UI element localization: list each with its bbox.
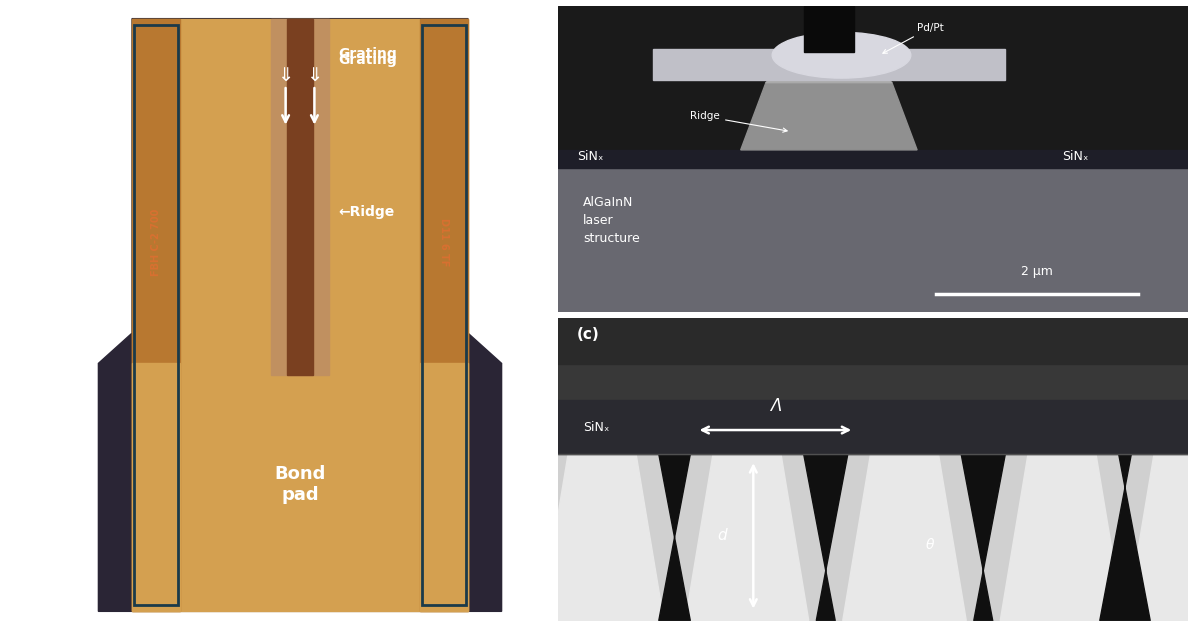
Text: SiNₓ: SiNₓ — [577, 149, 604, 163]
Ellipse shape — [773, 32, 911, 78]
Polygon shape — [974, 454, 1151, 621]
Text: SiNₓ: SiNₓ — [1062, 149, 1088, 163]
Polygon shape — [1127, 454, 1200, 621]
Text: FBH C-2 700: FBH C-2 700 — [151, 209, 161, 276]
Bar — [132, 19, 180, 611]
Text: Λ: Λ — [769, 397, 781, 415]
Polygon shape — [514, 454, 690, 621]
Text: Ridge: Ridge — [690, 112, 787, 132]
Text: Pd/Pt: Pd/Pt — [883, 23, 944, 54]
Text: (c): (c) — [577, 327, 600, 342]
Text: SiNₓ: SiNₓ — [583, 420, 610, 433]
Text: Grating: Grating — [338, 53, 397, 67]
Polygon shape — [842, 454, 966, 621]
Text: ⇓: ⇓ — [306, 66, 323, 85]
Polygon shape — [804, 454, 848, 621]
Polygon shape — [685, 454, 809, 621]
Polygon shape — [420, 364, 468, 611]
Polygon shape — [816, 454, 992, 621]
Polygon shape — [766, 71, 892, 83]
Polygon shape — [659, 454, 690, 621]
Bar — [558, 159, 1188, 312]
Polygon shape — [1099, 454, 1200, 621]
Text: Bond
pad: Bond pad — [275, 465, 325, 504]
Bar — [804, 6, 854, 52]
Text: θ: θ — [925, 538, 934, 552]
Bar — [287, 19, 313, 375]
Bar — [653, 49, 1006, 79]
Bar — [558, 318, 1188, 364]
Polygon shape — [132, 364, 180, 611]
Polygon shape — [98, 19, 502, 611]
Polygon shape — [1099, 454, 1151, 621]
Text: d: d — [716, 529, 727, 544]
Text: D11 6 TF: D11 6 TF — [439, 218, 449, 266]
Bar — [558, 400, 1188, 454]
Text: 2 μm: 2 μm — [1021, 265, 1052, 278]
Text: AlGaInN
laser
structure: AlGaInN laser structure — [583, 196, 640, 244]
Text: Grating: Grating — [338, 47, 397, 61]
Text: ←Ridge: ←Ridge — [338, 205, 395, 219]
Polygon shape — [740, 83, 917, 150]
Text: ⇓: ⇓ — [277, 66, 294, 85]
Bar — [271, 19, 329, 375]
Polygon shape — [1001, 454, 1123, 621]
Polygon shape — [132, 19, 468, 611]
Bar — [420, 19, 468, 611]
Polygon shape — [961, 454, 1006, 621]
Polygon shape — [659, 454, 835, 621]
Bar — [558, 150, 1188, 168]
Polygon shape — [540, 454, 664, 621]
